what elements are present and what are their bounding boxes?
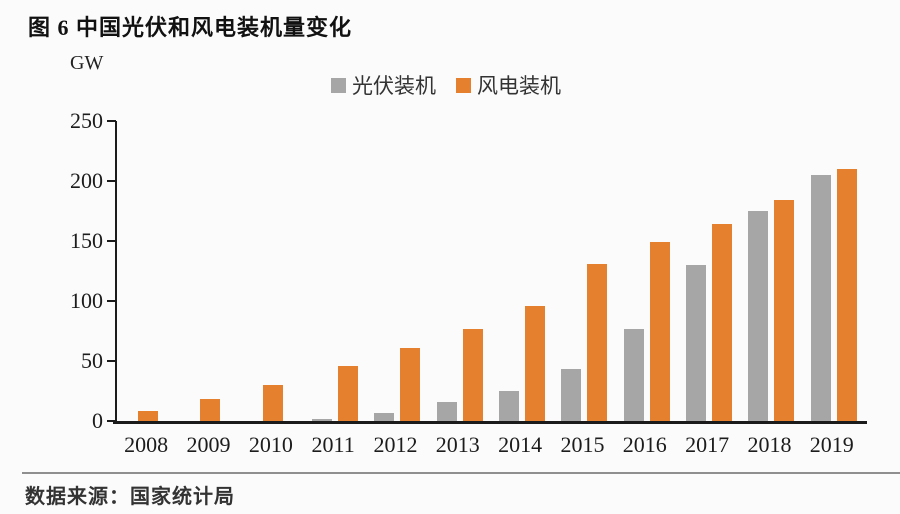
x-axis-label-2017: 2017 xyxy=(685,432,730,457)
bar-pv-2015 xyxy=(561,369,582,421)
bar-group-2012 xyxy=(366,121,428,421)
bar-wind-2018 xyxy=(774,200,795,421)
x-axis-label-2013: 2013 xyxy=(435,432,480,457)
bar-wind-2010 xyxy=(262,385,283,421)
y-axis-label-200: 200 xyxy=(70,168,103,193)
bar-group-2009 xyxy=(179,121,241,421)
legend: 光伏装机 风电装机 xyxy=(331,70,561,100)
x-axis-labels: 2008 2009 2010 2011 2012 2013 2014 2015 2016 2017… xyxy=(115,432,863,458)
bar-wind-2011 xyxy=(338,365,359,421)
x-axis-label-2009: 2009 xyxy=(186,432,231,457)
y-axis-tick-200 xyxy=(107,180,116,182)
bar-wind-2019 xyxy=(836,169,857,421)
bar-wind-2008 xyxy=(138,411,159,421)
bar-group-2013 xyxy=(429,121,491,421)
y-axis-tick-100 xyxy=(107,300,116,302)
bar-group-2010 xyxy=(242,121,304,421)
y-axis-label-100: 100 xyxy=(70,288,103,313)
y-axis-label-0: 0 xyxy=(92,408,103,433)
source-divider-line xyxy=(22,472,900,474)
x-axis-label-2011: 2011 xyxy=(311,432,355,457)
bar-pv-2016 xyxy=(623,328,644,421)
bar-pv-2013 xyxy=(436,401,457,421)
x-axis-label-2008: 2008 xyxy=(124,432,169,457)
plot-area xyxy=(115,121,865,421)
figure-title: 图 6 中国光伏和风电装机量变化 xyxy=(28,15,353,40)
bar-pv-2017 xyxy=(686,265,707,421)
bar-pv-2018 xyxy=(748,211,769,421)
y-axis-unit-label: GW xyxy=(70,52,104,74)
x-axis-label-2012: 2012 xyxy=(373,432,418,457)
bar-group-2016 xyxy=(616,121,678,421)
legend-label-pv: 光伏装机 xyxy=(352,74,436,98)
y-axis-label-150: 150 xyxy=(70,228,103,253)
data-source-note: 数据来源：国家统计局 xyxy=(25,486,235,508)
y-axis-label-250: 250 xyxy=(70,108,103,133)
y-axis-label-50: 50 xyxy=(81,348,103,373)
x-axis-line xyxy=(113,421,867,424)
bar-pv-2019 xyxy=(810,175,831,421)
x-axis-label-2010: 2010 xyxy=(248,432,293,457)
legend-label-wind: 风电装机 xyxy=(477,74,561,98)
x-axis-label-2016: 2016 xyxy=(622,432,667,457)
y-axis-tick-0 xyxy=(107,420,116,422)
bar-group-2008 xyxy=(117,121,179,421)
bar-wind-2013 xyxy=(462,328,483,421)
x-axis-label-2015: 2015 xyxy=(560,432,605,457)
y-axis-tick-250 xyxy=(107,120,116,122)
x-axis-label-2014: 2014 xyxy=(498,432,543,457)
bar-wind-2014 xyxy=(525,305,546,421)
legend-item-pv: 光伏装机 xyxy=(331,70,436,100)
bar-group-2011 xyxy=(304,121,366,421)
wind-series-swatch-icon xyxy=(456,77,471,93)
bar-wind-2009 xyxy=(200,399,221,421)
bar-group-2014 xyxy=(491,121,553,421)
bar-group-2019 xyxy=(803,121,865,421)
x-axis-label-2018: 2018 xyxy=(747,432,792,457)
x-axis-label-2019: 2019 xyxy=(809,432,854,457)
y-axis-tick-50 xyxy=(107,360,116,362)
bar-wind-2016 xyxy=(649,242,670,421)
y-axis-tick-150 xyxy=(107,240,116,242)
bar-pv-2014 xyxy=(499,391,520,421)
bar-pv-2012 xyxy=(374,412,395,421)
bar-pv-2011 xyxy=(312,418,333,421)
legend-item-wind: 风电装机 xyxy=(456,70,561,100)
bar-wind-2015 xyxy=(587,263,608,421)
bar-group-2018 xyxy=(740,121,802,421)
bar-group-2017 xyxy=(678,121,740,421)
pv-series-swatch-icon xyxy=(331,77,346,93)
bar-wind-2012 xyxy=(400,347,421,421)
bar-group-2015 xyxy=(553,121,615,421)
bar-wind-2017 xyxy=(712,224,733,421)
